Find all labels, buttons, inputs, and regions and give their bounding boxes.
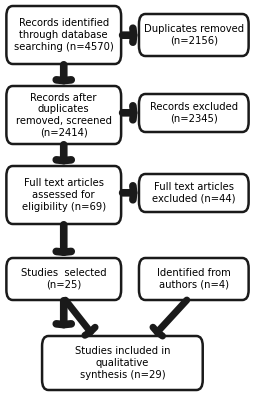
Text: Records excluded
(n=2345): Records excluded (n=2345) [149, 102, 237, 124]
FancyBboxPatch shape [138, 174, 248, 212]
Text: Full text articles
excluded (n=44): Full text articles excluded (n=44) [151, 182, 235, 204]
Text: Duplicates removed
(n=2156): Duplicates removed (n=2156) [143, 24, 243, 46]
Text: Studies included in
qualitative
synthesis (n=29): Studies included in qualitative synthesi… [74, 346, 169, 380]
Text: Records after
duplicates
removed, screened
(n=2414): Records after duplicates removed, screen… [16, 93, 111, 137]
Text: Studies  selected
(n=25): Studies selected (n=25) [21, 268, 106, 290]
FancyBboxPatch shape [6, 166, 121, 224]
FancyBboxPatch shape [42, 336, 202, 390]
Text: Identified from
authors (n=4): Identified from authors (n=4) [156, 268, 230, 290]
Text: Full text articles
assessed for
eligibility (n=69): Full text articles assessed for eligibil… [22, 178, 105, 212]
FancyBboxPatch shape [6, 258, 121, 300]
FancyBboxPatch shape [138, 94, 248, 132]
FancyBboxPatch shape [138, 258, 248, 300]
FancyBboxPatch shape [138, 14, 248, 56]
Text: Records identified
through database
searching (n=4570): Records identified through database sear… [14, 18, 113, 52]
FancyBboxPatch shape [6, 6, 121, 64]
FancyBboxPatch shape [6, 86, 121, 144]
